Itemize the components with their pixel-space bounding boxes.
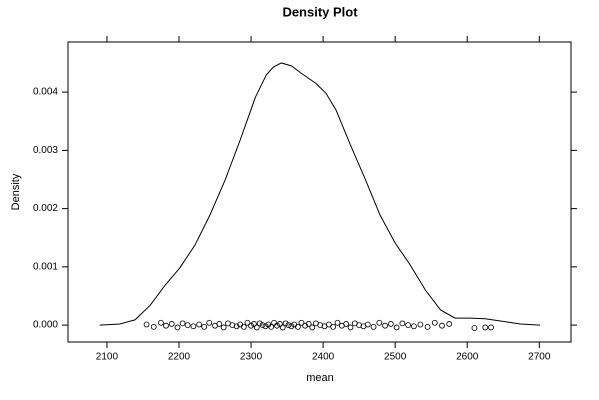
rug-point [302,322,308,329]
rug-point [288,323,295,330]
rug-point [334,319,341,326]
rug-point [184,322,191,329]
rug-point [482,324,489,331]
rug-point [190,323,197,330]
rug-point [158,319,164,326]
rug-point [424,323,431,330]
y-tick-label: 0.001 [33,261,58,272]
rug-point [196,321,203,328]
rug-point [174,324,181,331]
rug-point [274,322,280,329]
rug-point [376,319,383,326]
rug-point [244,319,251,326]
rug-point [256,320,263,327]
rug-point [179,320,186,327]
rug-point [143,321,150,328]
rug-point [364,321,371,328]
rug-point [343,321,350,327]
rug-point [220,324,227,331]
rug-point [309,324,316,331]
rug-point [279,324,286,331]
rug-point [330,323,337,330]
rug-point [411,323,417,330]
rug-point [298,319,305,326]
rug-point [382,322,388,329]
y-axis-label: Density [10,173,22,210]
y-tick-label: 0.003 [33,145,58,156]
rug-point [233,323,240,330]
x-tick-label: 2100 [96,352,119,363]
rug-point [271,319,278,326]
rug-point [276,321,283,327]
x-tick-label: 2700 [528,352,551,363]
rug-point [206,319,213,326]
chart-title: Density Plot [282,4,358,19]
rug-point [168,321,175,327]
rug-point [405,322,412,329]
rug-point [248,322,254,329]
rug-point [240,323,247,330]
rug-point [439,322,445,329]
x-axis-label: mean [306,372,334,384]
rug-point [370,323,377,330]
rug-point [356,322,363,329]
x-tick-label: 2200 [168,352,191,363]
rug-point [294,323,301,330]
rug-point [325,321,332,328]
rug-point [268,323,275,330]
rug-point [399,320,406,327]
rug-point [488,324,494,331]
density-line [99,62,541,326]
panel-border [67,41,572,343]
rug-point [150,323,157,330]
rug-point [393,324,400,331]
rug-point [417,321,424,328]
rug-point [251,321,257,327]
rug-point [216,321,223,327]
rug-point [201,323,208,330]
x-tick-label: 2500 [384,352,407,363]
rug-point [347,324,354,331]
y-tick-label: 0.000 [33,320,58,331]
rug-point [163,322,169,329]
rug-point [387,321,394,327]
rug-point [259,322,266,329]
y-tick-label: 0.004 [33,87,58,98]
rug-point [471,325,478,331]
rug-point [446,321,453,327]
x-tick-label: 2400 [312,352,335,363]
rug-point [282,320,289,327]
rug-point [229,322,236,329]
rug-point [253,324,260,331]
rug-point [262,323,269,330]
x-tick-label: 2600 [456,352,479,363]
rug-point [431,319,438,326]
x-tick-label: 2300 [240,352,263,363]
rug-point [285,322,292,329]
y-tick-label: 0.002 [33,203,58,214]
rug-point [317,322,324,329]
rug-point [305,321,312,327]
